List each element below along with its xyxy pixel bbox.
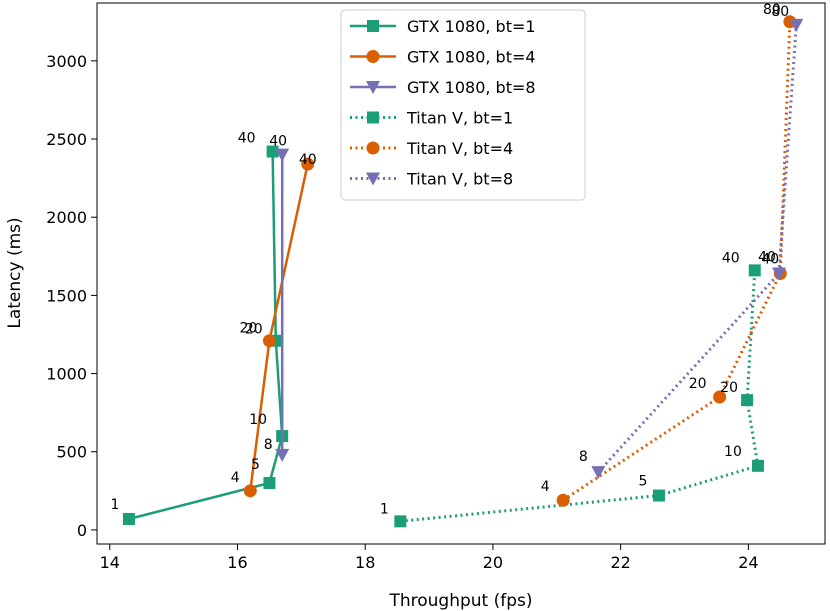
point-label: 8: [264, 437, 273, 453]
y-tick-label: 3000: [46, 52, 87, 71]
legend-entry: GTX 1080, bt=4: [350, 48, 536, 67]
legend-label: Titan V, bt=8: [406, 170, 513, 189]
data-point: [751, 459, 764, 472]
point-label: 5: [639, 474, 648, 490]
point-label: 40: [761, 252, 779, 268]
point-label: 10: [724, 444, 742, 460]
y-tick-label: 2500: [46, 130, 87, 149]
series-5: [591, 18, 804, 480]
point-label: 80: [763, 2, 781, 18]
series-layer: [122, 15, 804, 528]
y-tick-label: 1000: [46, 365, 87, 384]
legend-marker: [367, 20, 379, 32]
y-axis-title: Latency (ms): [5, 217, 25, 328]
legend-marker: [367, 111, 379, 124]
x-tick-label: 16: [227, 553, 247, 572]
y-tick-label: 1500: [46, 286, 87, 305]
data-point: [591, 466, 606, 480]
point-label: 4: [231, 470, 240, 486]
legend-marker: [366, 141, 380, 155]
data-point: [789, 18, 804, 32]
y-tick-label: 500: [56, 443, 87, 462]
data-point: [772, 267, 787, 281]
series-1: [243, 157, 315, 498]
legend-label: Titan V, bt=1: [406, 109, 513, 128]
point-label: 40: [269, 134, 287, 150]
data-point: [748, 264, 761, 277]
legend: GTX 1080, bt=1 GTX 1080, bt=4 GTX 1080, bt…: [340, 9, 586, 201]
point-label: 40: [722, 250, 740, 266]
data-point: [243, 484, 257, 498]
x-tick-label: 24: [738, 553, 758, 572]
data-point: [301, 157, 315, 171]
series-line: [597, 24, 798, 474]
x-axis-title: Throughput (fps): [388, 591, 532, 611]
point-label: 4: [541, 479, 550, 495]
point-label: 80: [771, 4, 789, 20]
legend-marker: [366, 50, 380, 63]
point-label: 1: [110, 497, 119, 513]
x-tick-label: 22: [610, 553, 630, 572]
data-point: [262, 334, 276, 348]
data-point: [275, 448, 290, 462]
data-point: [652, 489, 665, 502]
data-point: [275, 148, 290, 162]
legend-entry: Titan V, bt=1: [350, 109, 513, 128]
point-label: 20: [240, 321, 258, 337]
legend-label: Titan V, bt=4: [406, 139, 513, 158]
data-point: [394, 515, 407, 528]
legend-entry: Titan V, bt=4: [350, 139, 513, 158]
x-tick-label: 14: [100, 553, 120, 572]
y-tick-label: 0: [77, 521, 87, 540]
data-point: [713, 390, 727, 404]
point-label: 40: [299, 152, 317, 168]
legend-entry: Titan V, bt=8: [350, 170, 513, 189]
legend-box: [340, 9, 586, 201]
data-point: [266, 145, 279, 158]
legend-label: GTX 1080, bt=8: [407, 78, 536, 97]
legend-marker: [366, 81, 380, 94]
point-label: 20: [720, 380, 738, 396]
point-label: 5: [251, 457, 260, 473]
legend-marker: [366, 172, 380, 186]
x-tick-label: 18: [355, 553, 375, 572]
series-3: [394, 264, 764, 528]
point-label: 20: [245, 322, 263, 338]
point-label: 10: [249, 412, 267, 428]
point-label: 1: [380, 501, 389, 517]
legend-entry: GTX 1080, bt=8: [350, 78, 536, 97]
series-2: [275, 148, 290, 462]
legend-label: GTX 1080, bt=1: [407, 17, 536, 36]
data-point: [556, 493, 570, 507]
point-label: 40: [758, 250, 776, 266]
x-tick-label: 20: [483, 553, 503, 572]
legend-label: GTX 1080, bt=4: [407, 48, 536, 67]
point-label: 8: [579, 449, 588, 465]
series-line: [562, 21, 792, 502]
point-label: 40: [238, 131, 256, 147]
point-label: 20: [689, 376, 707, 392]
legend-entry: GTX 1080, bt=1: [350, 17, 536, 36]
data-point: [122, 512, 135, 525]
data-point: [741, 394, 754, 407]
data-point: [263, 477, 276, 490]
y-tick-label: 2000: [46, 208, 87, 227]
